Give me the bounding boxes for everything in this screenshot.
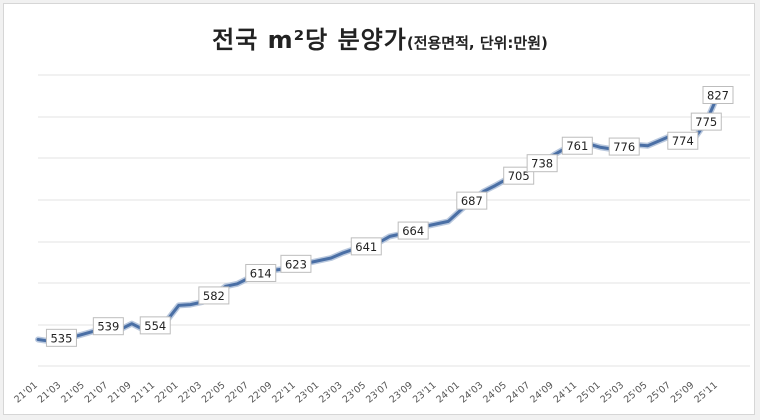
chart-frame (3, 3, 755, 415)
data-label-box (503, 166, 535, 185)
data-label-text: 827 (707, 89, 729, 103)
data-label-text: 623 (285, 257, 307, 271)
data-label: 664 (397, 221, 429, 240)
data-label: 614 (245, 263, 277, 282)
data-label-text: 641 (355, 240, 377, 254)
x-tick-label: 21'07 (83, 380, 111, 406)
x-tick-label: 23'05 (341, 380, 369, 406)
series-line (36, 93, 720, 343)
data-label: 554 (139, 316, 171, 335)
x-tick-label: 22'09 (247, 380, 275, 406)
x-tick-label: 25'07 (645, 380, 673, 406)
data-label-text: 582 (203, 289, 225, 303)
x-tick-label: 22'01 (153, 380, 181, 406)
data-label-box (92, 317, 124, 336)
data-label-box (608, 137, 640, 156)
data-label: 738 (526, 154, 558, 173)
chart-title: 전국 m²당 분양가(전용면적, 단위:만원) (0, 20, 760, 55)
data-label-text: 761 (566, 139, 588, 153)
data-label-box (45, 328, 77, 347)
data-label-box (280, 254, 312, 273)
data-label: 535 (45, 328, 77, 347)
x-tick-label: 21'01 (12, 380, 40, 406)
x-tick-label: 21'09 (106, 380, 134, 406)
data-label-text: 539 (97, 320, 119, 334)
x-tick-label: 25'05 (622, 380, 650, 406)
x-tick-label: 21'05 (59, 380, 87, 406)
data-label: 539 (92, 317, 124, 336)
data-label-text: 738 (531, 157, 553, 171)
data-label-box (561, 136, 593, 155)
x-tick-label: 23'07 (364, 380, 392, 406)
x-tick-label: 22'05 (200, 380, 228, 406)
data-label-text: 687 (461, 194, 483, 208)
data-label-box (456, 191, 488, 210)
x-axis-ticks: 21'0121'0321'0521'0721'0921'1122'0122'03… (12, 380, 720, 406)
data-label: 687 (456, 191, 488, 210)
x-tick-label: 24'07 (505, 380, 533, 406)
chart-title-subtitle: (전용면적, 단위:만원) (406, 34, 548, 52)
data-label: 623 (280, 254, 312, 273)
data-label-text: 776 (613, 140, 635, 154)
data-label-box (350, 237, 382, 256)
data-points (37, 94, 720, 343)
data-label: 775 (690, 112, 722, 131)
x-tick-label: 22'03 (176, 380, 204, 406)
data-label-text: 664 (402, 224, 424, 238)
x-tick-label: 25'11 (692, 380, 720, 406)
data-label: 774 (667, 131, 699, 150)
data-label: 705 (503, 166, 535, 185)
x-tick-label: 25'03 (599, 380, 627, 406)
data-label: 776 (608, 137, 640, 156)
data-label-text: 775 (695, 115, 717, 129)
x-tick-label: 23'11 (411, 380, 439, 406)
x-tick-label: 23'09 (388, 380, 416, 406)
x-tick-label: 24'11 (552, 380, 580, 406)
data-label-text: 705 (508, 169, 530, 183)
data-label-text: 535 (50, 331, 72, 345)
data-label-box (198, 286, 230, 305)
x-tick-label: 21'03 (36, 380, 64, 406)
x-tick-label: 24'09 (528, 380, 556, 406)
data-label-box (526, 154, 558, 173)
x-tick-label: 21'11 (130, 380, 158, 406)
data-label-box (397, 221, 429, 240)
data-label-text: 774 (672, 134, 694, 148)
data-label-box (667, 131, 699, 150)
data-label: 761 (561, 136, 593, 155)
x-tick-label: 23'03 (317, 380, 345, 406)
data-label-box (139, 316, 171, 335)
x-tick-label: 22'07 (223, 380, 251, 406)
data-label-text: 554 (144, 319, 166, 333)
x-tick-label: 22'11 (270, 380, 298, 406)
series-line-shadow (35, 92, 721, 345)
data-label-box (690, 112, 722, 131)
data-label-box (702, 86, 734, 104)
x-tick-label: 25'01 (575, 380, 603, 406)
chart-title-main: 전국 m²당 분양가 (212, 26, 407, 54)
data-label: 582 (198, 286, 230, 305)
x-tick-label: 24'01 (434, 380, 462, 406)
data-label-text: 614 (250, 266, 272, 280)
gridlines (38, 74, 750, 367)
data-label-box (245, 263, 277, 282)
data-label: 827 (702, 86, 734, 104)
x-tick-label: 24'05 (481, 380, 509, 406)
x-tick-label: 25'09 (669, 380, 697, 406)
data-label: 641 (350, 237, 382, 256)
x-tick-label: 23'01 (294, 380, 322, 406)
x-tick-label: 24'03 (458, 380, 486, 406)
